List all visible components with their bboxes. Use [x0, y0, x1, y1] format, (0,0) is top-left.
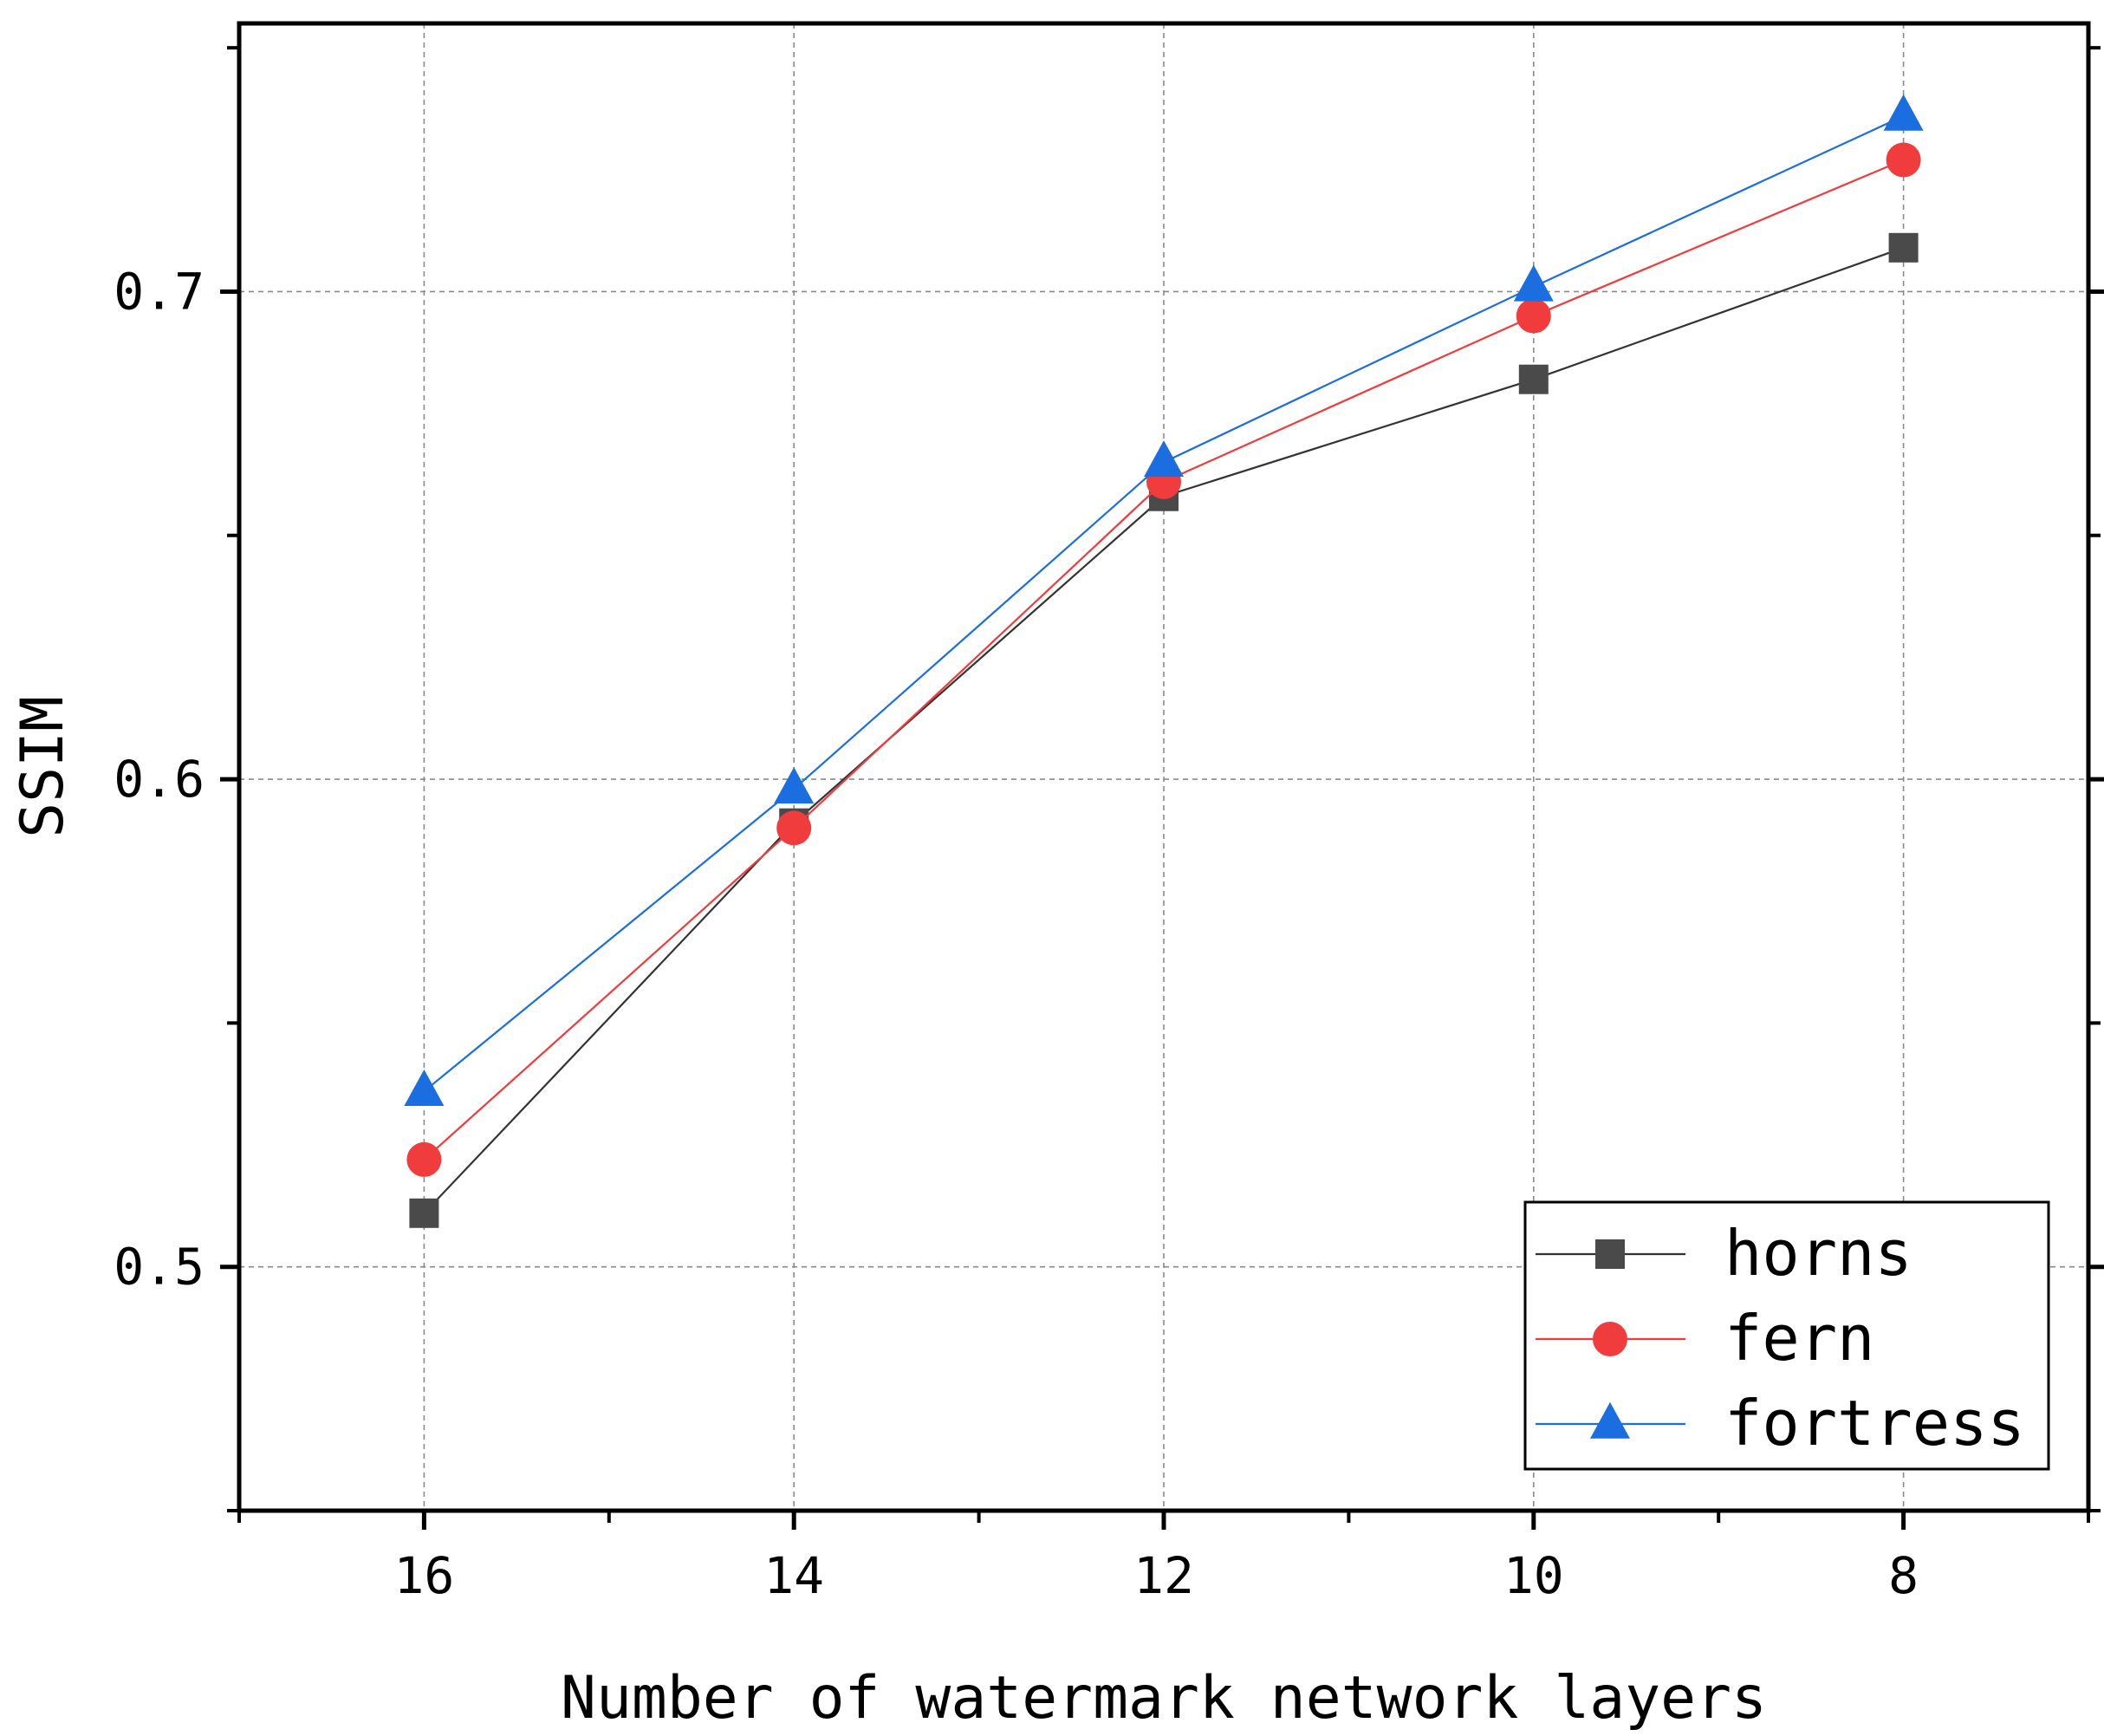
data-point-horns — [1888, 232, 1919, 263]
data-point-fortress — [1883, 94, 1924, 131]
series — [404, 94, 1924, 1228]
data-point-fortress — [1513, 264, 1554, 302]
data-point-fern — [1886, 142, 1921, 178]
data-point-horns — [1518, 364, 1549, 394]
data-point-fortress — [404, 1069, 445, 1106]
data-point-fern — [406, 1141, 442, 1177]
data-point-fortress — [1144, 440, 1184, 478]
series-fortress — [404, 94, 1924, 1106]
x-tick-label: 14 — [763, 1546, 824, 1605]
x-tick-label: 12 — [1133, 1546, 1194, 1605]
x-tick-label: 8 — [1888, 1546, 1919, 1605]
data-point-fern — [1516, 298, 1551, 334]
y-tick-label: 0.7 — [114, 262, 205, 321]
series-fern — [406, 142, 1921, 1177]
x-tick-label: 10 — [1503, 1546, 1564, 1605]
legend-label-fern: fern — [1724, 1302, 1874, 1375]
data-point-fortress — [774, 767, 815, 804]
data-point-fern — [776, 810, 812, 846]
axes: 16 14 12 10 8 0.5 0.6 0.7 — [114, 46, 2104, 1605]
legend-label-horns: horns — [1724, 1217, 1912, 1290]
legend-marker-fern — [1593, 1322, 1627, 1356]
legend-marker-fortress — [1590, 1401, 1630, 1439]
x-tick-label: 16 — [393, 1546, 454, 1605]
legend-label-fortress: fortress — [1724, 1387, 2025, 1460]
y-axis-title: SSIM — [9, 696, 77, 838]
legend-marker-horns — [1595, 1239, 1625, 1269]
y-tick-label: 0.5 — [114, 1238, 205, 1297]
y-tick-label: 0.6 — [114, 750, 205, 809]
data-point-horns — [409, 1198, 439, 1228]
legend: horns fern fortress — [1523, 1200, 2050, 1471]
x-axis-title: Number of watermark network layers — [561, 1664, 1767, 1733]
